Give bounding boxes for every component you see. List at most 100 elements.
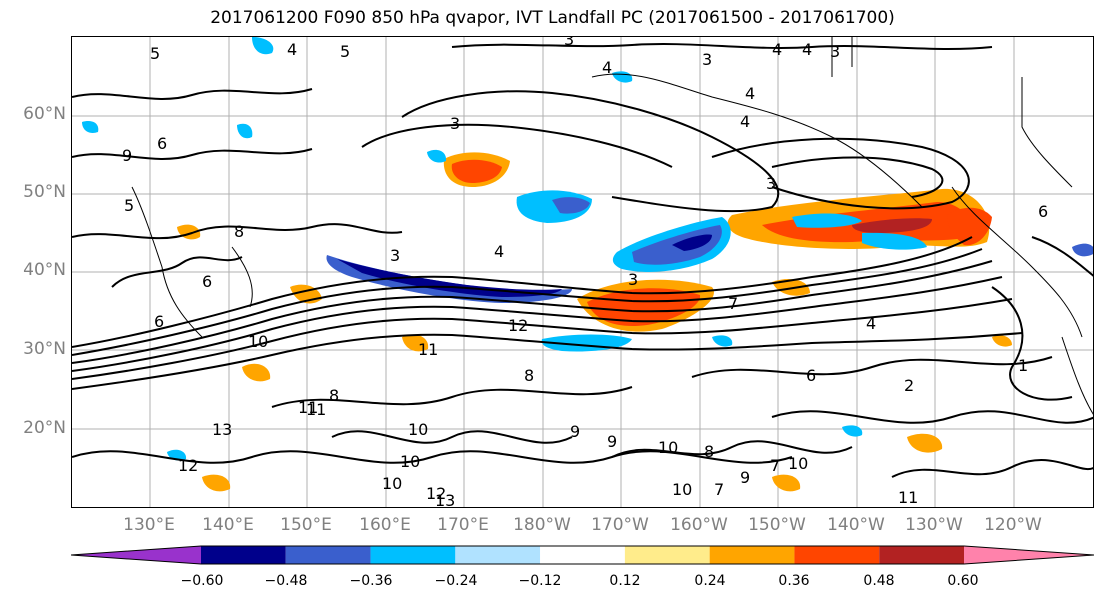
colorbar-tick: −0.24 <box>434 573 478 589</box>
contour-label: 11 <box>418 340 438 359</box>
colorbar-segment <box>285 546 371 564</box>
contour-label: 8 <box>704 442 714 461</box>
colorbar-segment <box>624 546 710 564</box>
lon-label-130w: 130°W <box>905 515 963 535</box>
contour-label: 6 <box>202 272 212 291</box>
contour-label: 3 <box>390 246 400 265</box>
contour-label: 13 <box>435 491 455 508</box>
contour-label: 12 <box>178 456 198 475</box>
colorbar-segment <box>794 546 880 564</box>
colorbar-segment <box>455 546 541 564</box>
colorbar-tick: 0.24 <box>694 573 726 589</box>
contour-label: 3 <box>564 37 574 49</box>
colorbar-tick: 0.48 <box>863 573 895 589</box>
contour-label: 11 <box>898 488 918 507</box>
contour-label: 6 <box>1038 202 1048 221</box>
contour-label: 9 <box>607 432 617 451</box>
coastlines <box>131 37 1093 415</box>
contour-label: 9 <box>570 422 580 441</box>
lon-label-180w: 180°W <box>513 515 571 535</box>
lon-label-140e: 140°E <box>202 515 254 535</box>
colorbar-segment <box>540 546 625 564</box>
contour-label: 3 <box>628 270 638 289</box>
colorbar-tick: −0.36 <box>349 573 393 589</box>
contour-label: 7 <box>770 456 780 475</box>
contour-label: 5 <box>340 42 350 61</box>
contour-label: 11 <box>298 398 318 417</box>
contour-label: 4 <box>740 112 750 131</box>
contour-label: 8 <box>524 366 534 385</box>
contour-label: 9 <box>122 146 132 165</box>
colorbar-tick: 0.60 <box>947 573 979 589</box>
contour-label: 9 <box>740 468 750 487</box>
anomaly-shading <box>82 37 1093 492</box>
contour-label: 4 <box>802 40 812 59</box>
contour-label: 1 <box>1018 356 1028 375</box>
map-plot-area: 5 5 4 3 4 4 3 4 3 4 3 4 9 6 5 3 3 4 3 6 8 6 12 10 11 8 11 13 11 10 8 9 1… <box>71 36 1094 508</box>
contour-label: 7 <box>714 480 724 499</box>
contour-label: 5 <box>124 196 134 215</box>
colorbar-tick: −0.12 <box>518 573 562 589</box>
lon-label-140w: 140°W <box>827 515 885 535</box>
colorbar-tick: 0.12 <box>609 573 641 589</box>
contour-label: 10 <box>382 474 402 493</box>
lat-label-40n: 40°N <box>23 260 66 280</box>
colorbar-tick: −0.48 <box>264 573 308 589</box>
lat-label-20n: 20°N <box>23 418 66 438</box>
contour-label: 13 <box>212 420 232 439</box>
contour-label: 8 <box>234 222 244 241</box>
contour-label: 2 <box>904 376 914 395</box>
lon-label-170e: 170°E <box>437 515 489 535</box>
contour-label: 4 <box>287 40 297 59</box>
lon-label-130e: 130°E <box>123 515 175 535</box>
contour-label: 10 <box>408 420 428 439</box>
contour-label: 6 <box>154 312 164 331</box>
contour-label: 4 <box>494 242 504 261</box>
lat-label-50n: 50°N <box>23 182 66 202</box>
colorbar-tick: 0.36 <box>778 573 810 589</box>
lon-label-160e: 160°E <box>359 515 411 535</box>
contour-label: 6 <box>806 366 816 385</box>
contour-label: 11 <box>306 400 326 419</box>
contour-label: 4 <box>602 58 612 77</box>
contour-label: 10 <box>658 438 678 457</box>
colorbar-segments <box>71 545 1094 565</box>
lon-label-170w: 170°W <box>591 515 649 535</box>
contour-label: 10 <box>672 480 692 499</box>
contour-label: 4 <box>745 84 755 103</box>
lon-label-160w: 160°W <box>670 515 728 535</box>
contour-label: 10 <box>400 452 420 471</box>
colorbar-segment <box>709 546 795 564</box>
contour-label: 4 <box>866 314 876 333</box>
contour-label: 12 <box>426 484 446 503</box>
contour-label: 10 <box>248 332 268 351</box>
lon-label-150w: 150°W <box>748 515 806 535</box>
contour-label: 3 <box>766 174 776 193</box>
colorbar <box>71 545 1094 565</box>
colorbar-segment <box>964 546 1094 564</box>
colorbar-segment <box>879 546 964 564</box>
contour-label: 3 <box>450 114 460 133</box>
contour-label: 3 <box>830 42 840 61</box>
contour-label: 7 <box>728 294 738 313</box>
colorbar-segment <box>71 546 201 564</box>
colorbar-outline <box>71 545 1094 565</box>
contour-label: 12 <box>508 316 528 335</box>
gridlines <box>72 37 1093 507</box>
lat-label-60n: 60°N <box>23 104 66 124</box>
contour-label: 10 <box>788 454 808 473</box>
colorbar-segment <box>201 546 286 564</box>
lon-label-120w: 120°W <box>984 515 1042 535</box>
colorbar-segment <box>370 546 456 564</box>
lon-label-150e: 150°E <box>280 515 332 535</box>
contour-label: 4 <box>772 40 782 59</box>
map-title: 2017061200 F090 850 hPa qvapor, IVT Land… <box>210 8 895 28</box>
contour-label: 8 <box>329 386 339 405</box>
contour-label: 3 <box>702 50 712 69</box>
colorbar-tick: −0.60 <box>180 573 224 589</box>
lat-label-30n: 30°N <box>23 339 66 359</box>
contour-lines <box>72 43 1093 478</box>
contour-label: 5 <box>150 44 160 63</box>
